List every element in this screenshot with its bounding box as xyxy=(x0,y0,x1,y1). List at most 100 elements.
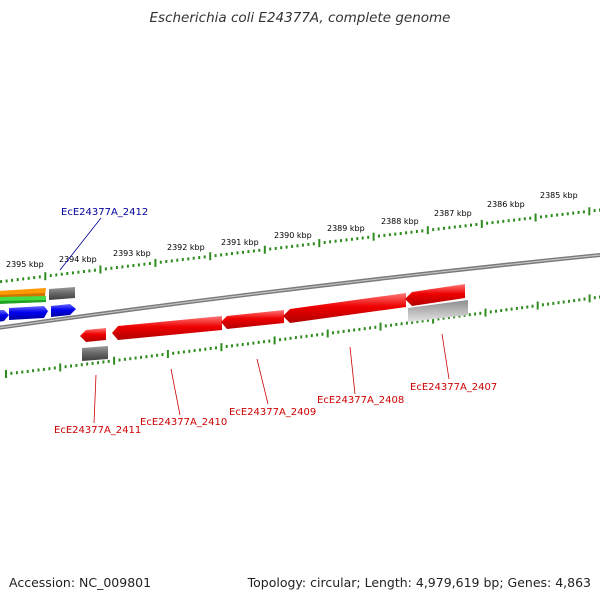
minor-tick xyxy=(247,342,249,346)
feature-blue-1[interactable] xyxy=(0,310,9,322)
minor-tick xyxy=(523,217,526,221)
callout-line-2412 xyxy=(59,217,102,271)
minor-tick xyxy=(225,252,228,256)
minor-tick xyxy=(257,340,260,344)
gene-2409-arrow[interactable] xyxy=(221,310,284,329)
minor-tick xyxy=(496,220,499,224)
feature-blue-2[interactable] xyxy=(9,306,48,320)
gene-label-2412[interactable]: EcE24377A_2412 xyxy=(61,207,148,218)
minor-tick xyxy=(192,256,195,260)
minor-tick xyxy=(474,312,477,316)
minor-tick xyxy=(562,300,565,304)
gene-label-2407[interactable]: EcE24377A_2407 xyxy=(410,382,497,393)
feature-blue-3[interactable] xyxy=(51,304,76,317)
minor-tick xyxy=(367,235,370,239)
minor-tick xyxy=(291,244,294,248)
minor-tick xyxy=(26,369,29,373)
minor-tick xyxy=(361,236,364,240)
minor-tick xyxy=(529,216,532,220)
major-tick xyxy=(44,272,47,281)
gene-label-2408[interactable]: EcE24377A_2408 xyxy=(317,395,404,406)
minor-tick xyxy=(458,314,461,318)
gene-2411-arrow[interactable] xyxy=(80,328,106,342)
minor-tick xyxy=(242,250,244,254)
minor-tick xyxy=(394,232,397,236)
gene-2408-arrow[interactable] xyxy=(283,293,406,323)
callout-line-2409 xyxy=(256,358,269,405)
major-tick xyxy=(318,239,321,248)
minor-tick xyxy=(77,270,80,274)
gene-label-2410[interactable]: EcE24377A_2410 xyxy=(140,417,227,428)
minor-tick xyxy=(468,313,471,317)
feature-gray-2407[interactable] xyxy=(408,300,468,322)
minor-tick xyxy=(181,258,184,261)
major-tick xyxy=(536,301,539,310)
major-tick xyxy=(480,219,483,228)
gene-label-2409[interactable]: EcE24377A_2409 xyxy=(229,407,316,418)
minor-tick xyxy=(129,357,132,361)
major-tick xyxy=(166,350,169,358)
minor-tick xyxy=(159,260,162,264)
minor-tick xyxy=(269,247,272,251)
feature-gray-2411[interactable] xyxy=(82,346,108,361)
minor-tick xyxy=(411,320,414,324)
minor-tick xyxy=(305,334,308,338)
major-tick xyxy=(113,356,116,365)
minor-tick xyxy=(442,316,445,320)
minor-tick xyxy=(312,242,315,246)
minor-tick xyxy=(274,246,277,250)
major-tick xyxy=(588,294,591,303)
feature-gray-2412[interactable] xyxy=(49,287,75,300)
minor-tick xyxy=(268,339,271,343)
minor-tick xyxy=(110,266,113,270)
minor-tick xyxy=(369,326,371,330)
minor-tick xyxy=(556,213,559,217)
minor-tick xyxy=(578,298,581,302)
gene-2407-arrow[interactable] xyxy=(405,284,465,306)
minor-tick xyxy=(123,357,126,361)
minor-tick xyxy=(143,262,146,266)
major-tick xyxy=(326,329,329,338)
minor-tick xyxy=(247,250,250,254)
minor-tick xyxy=(296,244,299,248)
accession-text: Accession: NC_009801 xyxy=(9,575,152,590)
minor-tick xyxy=(540,215,542,219)
minor-tick xyxy=(258,248,261,252)
minor-tick xyxy=(193,349,196,353)
minor-tick xyxy=(573,299,576,303)
minor-tick xyxy=(475,223,478,226)
minor-tick xyxy=(572,211,575,215)
minor-tick xyxy=(236,251,239,255)
minor-tick xyxy=(383,233,386,237)
minor-tick xyxy=(53,366,56,370)
minor-tick xyxy=(321,332,324,336)
minor-tick xyxy=(107,359,110,363)
gene-label-2411[interactable]: EcE24377A_2411 xyxy=(54,425,141,436)
minor-tick xyxy=(86,362,89,366)
outer-tick-ruler xyxy=(0,207,600,284)
minor-tick xyxy=(204,347,207,351)
minor-tick xyxy=(97,361,99,365)
minor-tick xyxy=(421,229,424,233)
minor-tick xyxy=(350,237,353,241)
minor-tick xyxy=(416,320,419,324)
gene-2410-arrow[interactable] xyxy=(112,316,222,340)
minor-tick xyxy=(75,363,78,367)
minor-tick xyxy=(552,301,555,305)
minor-tick xyxy=(459,224,462,228)
minor-tick xyxy=(140,355,142,359)
minor-tick xyxy=(172,351,175,355)
tick-label: 2387 kbp xyxy=(434,209,472,218)
minor-tick xyxy=(93,268,96,272)
minor-tick xyxy=(561,212,564,216)
feature-green[interactable] xyxy=(0,296,46,304)
minor-tick xyxy=(432,228,435,232)
minor-tick xyxy=(337,330,340,334)
minor-tick xyxy=(388,233,391,237)
minor-tick xyxy=(241,343,244,346)
minor-tick xyxy=(550,214,553,218)
minor-tick xyxy=(399,232,402,235)
minor-tick xyxy=(443,226,445,230)
minor-tick xyxy=(188,349,191,353)
tick-label: 2388 kbp xyxy=(381,217,419,226)
